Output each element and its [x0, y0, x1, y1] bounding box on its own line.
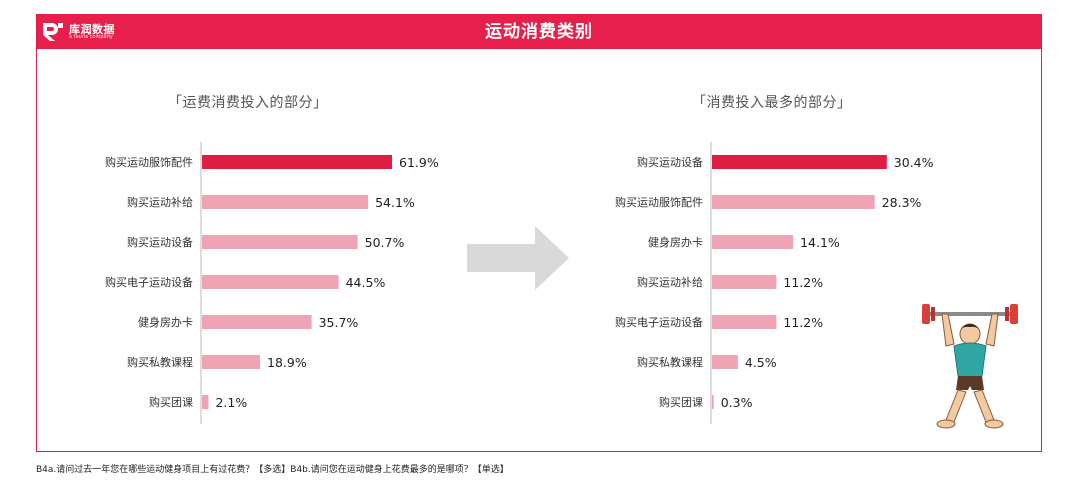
footnote: B4a.请问过去一年您在哪些运动健身项目上有过花费？【多选】B4b.请问您在运动…	[36, 465, 509, 475]
left-bar	[202, 355, 261, 369]
right-bar	[712, 275, 777, 289]
right-value-label: 28.3%	[882, 195, 922, 210]
left-bar	[202, 195, 369, 209]
left-value-label: 18.9%	[267, 355, 307, 370]
left-value-label: 35.7%	[319, 315, 359, 330]
left-chart-title: 「运费消费投入的部分」	[168, 95, 328, 111]
kurun-logo-icon	[43, 23, 63, 41]
left-value-label: 54.1%	[375, 195, 415, 210]
right-value-label: 0.3%	[721, 395, 753, 410]
left-category-label: 购买运动服饰配件	[105, 155, 193, 169]
right-bar	[712, 235, 794, 249]
right-value-label: 4.5%	[745, 355, 777, 370]
right-bar	[712, 355, 738, 369]
left-bar	[202, 235, 358, 249]
right-value-label: 11.2%	[783, 275, 823, 290]
chart-frame: 库润数据 a tauna company 运动消费类别	[36, 14, 1042, 452]
left-value-label: 50.7%	[365, 235, 405, 250]
right-value-label: 11.2%	[783, 315, 823, 330]
right-bar	[712, 155, 887, 169]
page-title: 运动消费类别	[485, 22, 593, 42]
right-chart-title: 「消费投入最多的部分」	[692, 95, 852, 111]
right-bar	[712, 315, 777, 329]
right-arrow-icon	[467, 226, 569, 290]
left-category-label: 购买运动补给	[127, 195, 193, 209]
left-bar	[202, 395, 209, 409]
brand-subtitle: a tauna company	[69, 34, 113, 40]
right-bar	[712, 395, 714, 409]
header-bar: 库润数据 a tauna company 运动消费类别	[37, 15, 1041, 49]
left-category-label: 健身房办卡	[138, 315, 193, 329]
left-category-label: 购买团课	[149, 395, 193, 409]
right-category-label: 健身房办卡	[648, 235, 703, 249]
left-bar	[202, 275, 339, 289]
left-value-label: 2.1%	[215, 395, 247, 410]
right-value-label: 30.4%	[894, 155, 934, 170]
left-bar	[202, 155, 393, 169]
right-category-label: 购买团课	[659, 395, 703, 409]
right-category-label: 购买私教课程	[637, 355, 703, 369]
weightlifter-icon	[922, 304, 1018, 429]
right-category-label: 购买运动服饰配件	[615, 195, 703, 209]
left-value-label: 44.5%	[346, 275, 386, 290]
right-value-label: 14.1%	[800, 235, 840, 250]
left-category-label: 购买电子运动设备	[105, 275, 193, 289]
right-category-label: 购买电子运动设备	[615, 315, 703, 329]
right-category-label: 购买运动补给	[637, 275, 703, 289]
left-category-label: 购买运动设备	[127, 235, 193, 249]
right-category-label: 购买运动设备	[637, 155, 703, 169]
brand-name: 库润数据	[69, 23, 115, 36]
left-value-label: 61.9%	[399, 155, 439, 170]
right-bar	[712, 195, 875, 209]
left-category-label: 购买私教课程	[127, 355, 193, 369]
left-bar	[202, 315, 312, 329]
